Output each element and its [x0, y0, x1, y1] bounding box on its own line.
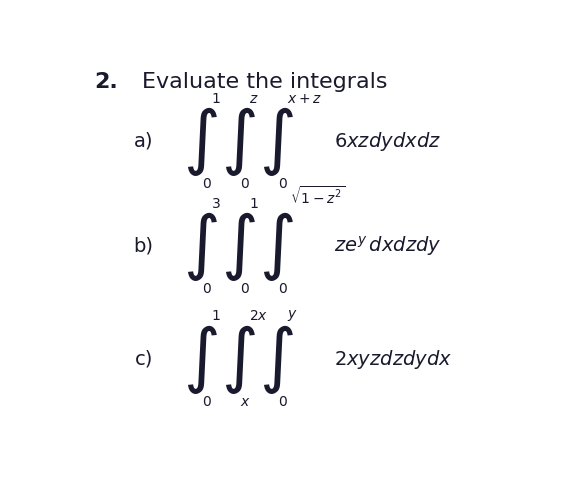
Text: $\int$: $\int$ — [259, 210, 294, 283]
Text: $\sqrt{1-z^2}$: $\sqrt{1-z^2}$ — [290, 186, 344, 207]
Text: $0$: $0$ — [279, 177, 288, 191]
Text: b): b) — [133, 237, 153, 256]
Text: $1$: $1$ — [211, 92, 221, 105]
Text: $\int$: $\int$ — [221, 323, 255, 396]
Text: $0$: $0$ — [202, 395, 212, 409]
Text: $\int$: $\int$ — [183, 323, 217, 396]
Text: $0$: $0$ — [202, 282, 212, 296]
Text: $\int$: $\int$ — [259, 323, 294, 396]
Text: $0$: $0$ — [202, 177, 212, 191]
Text: $x$: $x$ — [240, 395, 251, 409]
Text: $ze^{y}\,dxdzdy$: $ze^{y}\,dxdzdy$ — [334, 234, 442, 259]
Text: 2.: 2. — [95, 72, 118, 92]
Text: $6xzdydxdz$: $6xzdydxdz$ — [334, 130, 441, 153]
Text: $3$: $3$ — [211, 197, 221, 211]
Text: $\int$: $\int$ — [221, 105, 255, 178]
Text: $\int$: $\int$ — [183, 105, 217, 178]
Text: $1$: $1$ — [211, 309, 221, 324]
Text: $0$: $0$ — [279, 395, 288, 409]
Text: $0$: $0$ — [279, 282, 288, 296]
Text: $x+z$: $x+z$ — [287, 92, 323, 105]
Text: $2x$: $2x$ — [249, 309, 268, 324]
Text: c): c) — [135, 350, 153, 368]
Text: $z$: $z$ — [249, 92, 259, 105]
Text: $0$: $0$ — [240, 282, 250, 296]
Text: $2xyzdzdydx$: $2xyzdzdydx$ — [334, 347, 453, 371]
Text: $\int$: $\int$ — [259, 105, 294, 178]
Text: a): a) — [134, 132, 153, 151]
Text: $0$: $0$ — [240, 177, 250, 191]
Text: $1$: $1$ — [249, 197, 259, 211]
Text: $\int$: $\int$ — [183, 210, 217, 283]
Text: $y$: $y$ — [287, 308, 298, 324]
Text: Evaluate the integrals: Evaluate the integrals — [142, 72, 387, 92]
Text: $\int$: $\int$ — [221, 210, 255, 283]
